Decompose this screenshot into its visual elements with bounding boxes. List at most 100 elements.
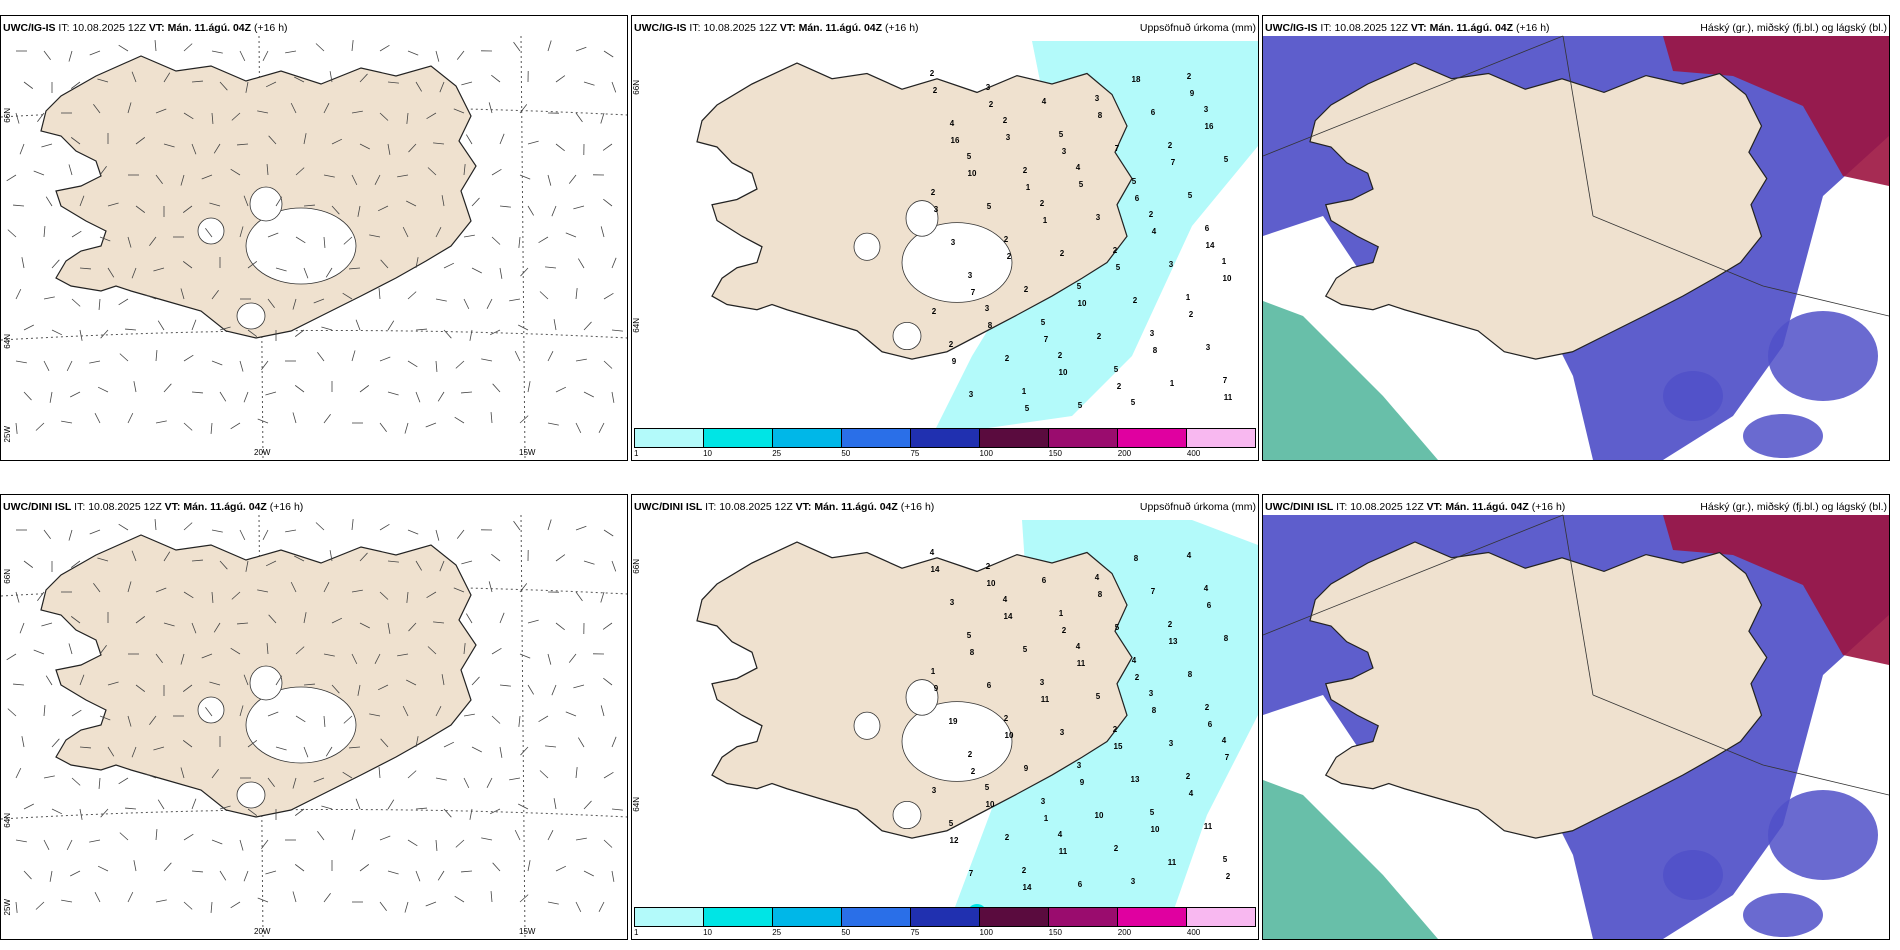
cloud-gridline xyxy=(1592,215,1764,287)
precip-value: 4 xyxy=(950,119,955,128)
wind-barb xyxy=(379,356,391,362)
wind-barb xyxy=(323,174,335,178)
wind-barb xyxy=(315,522,325,531)
wind-barb xyxy=(191,798,197,810)
wind-barb xyxy=(131,746,137,758)
lat-label-66: 66N xyxy=(632,80,641,95)
wind-barb xyxy=(119,832,129,841)
precip-value: 2 xyxy=(1205,703,1210,712)
wind-barb xyxy=(183,354,194,362)
precip-value: 3 xyxy=(1077,761,1082,770)
wind-barb xyxy=(600,112,605,124)
precip-value: 4 xyxy=(1003,595,1008,604)
precip-legend-labels: 1 10 25 50 75 100 150 200 400 xyxy=(634,928,1256,939)
precip-value: 4 xyxy=(1095,573,1100,582)
wind-barb xyxy=(331,205,340,215)
wind-barb xyxy=(257,897,269,903)
wind-barb xyxy=(107,681,119,686)
precip-value: 8 xyxy=(970,648,975,657)
wind-barb xyxy=(94,413,101,424)
wind-barb xyxy=(43,360,50,371)
glacier-outline xyxy=(901,222,1013,303)
wind-barb xyxy=(577,258,585,269)
panel-header: UWC/DINI ISL IT: 10.08.2025 12Z VT: Mán.… xyxy=(3,501,304,513)
wind-barb xyxy=(463,298,470,310)
precip-value: 10 xyxy=(1078,299,1087,308)
wind-barb xyxy=(290,581,297,593)
precip-value: 2 xyxy=(1003,116,1008,125)
wind-barb xyxy=(603,198,613,207)
wind-barb xyxy=(323,653,335,657)
legend-label: 50 xyxy=(841,449,851,458)
wind-barb xyxy=(603,677,613,686)
wind-barb xyxy=(454,895,465,903)
wind-barb xyxy=(294,808,305,816)
wind-barb xyxy=(407,360,418,368)
wind-barb xyxy=(387,143,391,155)
wind-barb xyxy=(435,360,438,372)
wind-barb xyxy=(463,713,475,717)
wind-barb xyxy=(155,899,167,903)
wind-barb xyxy=(573,205,585,210)
wind-barb xyxy=(349,746,361,749)
wind-barb xyxy=(191,143,197,155)
wind-barb xyxy=(489,808,501,815)
wind-barb xyxy=(551,684,557,696)
precip-value: 4 xyxy=(1058,830,1063,839)
latitude-gridline xyxy=(1,329,627,341)
wind-barb xyxy=(257,418,269,424)
wind-barb xyxy=(89,360,101,364)
wind-barb xyxy=(397,653,409,657)
wind-barb xyxy=(408,622,417,632)
wind-barb xyxy=(351,174,358,186)
lat-label-66: 66N xyxy=(3,108,12,123)
precip-value: 5 xyxy=(967,152,972,161)
wind-barb xyxy=(145,294,157,300)
wind-barb xyxy=(23,560,34,568)
wind-barb xyxy=(323,582,330,593)
precip-value: 10 xyxy=(1005,731,1014,740)
wind-barb xyxy=(527,684,535,695)
precip-value: 9 xyxy=(1190,89,1195,98)
wind-barb xyxy=(351,110,363,114)
precip-value: 2 xyxy=(1113,246,1118,255)
wind-barb xyxy=(149,236,157,247)
wind-barb xyxy=(583,800,592,810)
wind-barb xyxy=(183,591,194,599)
wind-barb xyxy=(406,200,417,207)
wind-barb xyxy=(454,416,465,424)
wind-barb xyxy=(577,737,585,748)
wind-barb xyxy=(230,647,241,655)
wind-map xyxy=(1,35,627,460)
wind-barb xyxy=(583,81,595,86)
wind-barb xyxy=(547,519,552,531)
wind-barb xyxy=(402,705,409,717)
wind-barb xyxy=(547,40,552,52)
legend-label: 1 xyxy=(634,449,639,458)
lon-label-15: 15W xyxy=(519,927,536,936)
wind-barb xyxy=(191,622,197,634)
wind-barb xyxy=(180,767,185,779)
wind-barb xyxy=(379,835,391,841)
wind-barb xyxy=(359,143,370,150)
wind-barb xyxy=(351,40,354,52)
wind-barb xyxy=(351,653,358,665)
wind-barb xyxy=(89,529,101,535)
wind-barb xyxy=(98,298,101,310)
wind-barb xyxy=(555,386,567,393)
precip-value: 2 xyxy=(1097,332,1102,341)
precip-value: 9 xyxy=(1080,778,1085,787)
wind-barb xyxy=(568,653,577,663)
glacier-outline xyxy=(853,711,881,740)
legend-label: 25 xyxy=(772,449,782,458)
wind-barb xyxy=(329,550,333,562)
wind-barb xyxy=(603,839,613,848)
precip-value: 14 xyxy=(1206,241,1215,250)
wind-barb xyxy=(351,589,363,593)
wind-barb xyxy=(100,808,109,818)
wind-barb xyxy=(461,560,473,565)
precip-value: 2 xyxy=(1113,725,1118,734)
wind-barb xyxy=(243,195,249,207)
wind-barb xyxy=(547,351,554,362)
wind-barb xyxy=(211,529,223,533)
